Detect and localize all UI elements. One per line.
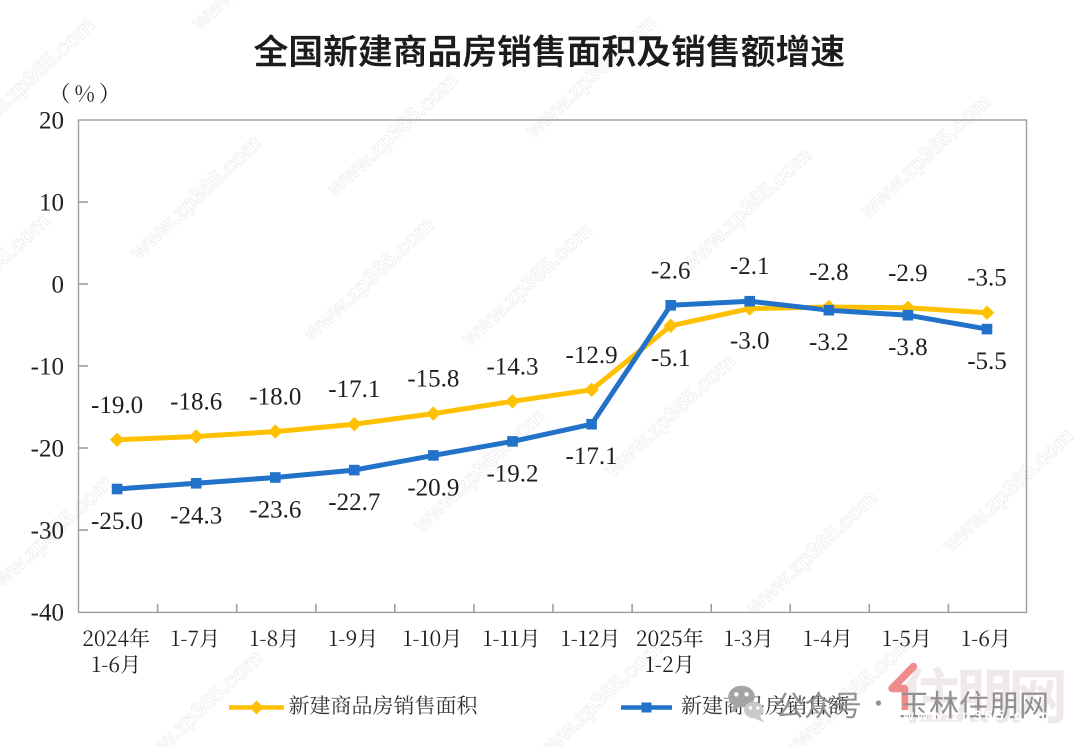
svg-text:0: 0 bbox=[52, 272, 65, 299]
svg-text:-2.8: -2.8 bbox=[809, 259, 849, 286]
svg-text:www.zp365.com: www.zp365.com bbox=[0, 208, 54, 342]
svg-text:-22.7: -22.7 bbox=[328, 489, 380, 516]
svg-text:www.zp365.com: www.zp365.com bbox=[520, 9, 661, 143]
svg-text:-2.6: -2.6 bbox=[651, 257, 691, 284]
svg-text:-3.2: -3.2 bbox=[809, 329, 849, 356]
svg-text:20: 20 bbox=[39, 108, 64, 135]
svg-text:www.zp365.com: www.zp365.com bbox=[126, 645, 267, 747]
svg-text:www.zp365.com: www.zp365.com bbox=[456, 217, 597, 351]
svg-text:www.zp365.com: www.zp365.com bbox=[741, 485, 882, 619]
svg-text:www.zp365.com: www.zp365.com bbox=[125, 130, 266, 264]
svg-text:-14.3: -14.3 bbox=[486, 353, 538, 380]
svg-text:10: 10 bbox=[39, 190, 64, 217]
svg-text:-3.8: -3.8 bbox=[888, 334, 928, 361]
svg-text:-20.9: -20.9 bbox=[407, 474, 459, 501]
svg-text:-23.6: -23.6 bbox=[249, 497, 301, 524]
svg-text:www.zp365.com: www.zp365.com bbox=[322, 67, 463, 201]
svg-text:-3.5: -3.5 bbox=[967, 265, 1007, 292]
svg-text:www.zp365.com: www.zp365.com bbox=[854, 89, 995, 223]
svg-text:www.zp365.com: www.zp365.com bbox=[937, 423, 1078, 557]
svg-text:-12.9: -12.9 bbox=[566, 342, 618, 369]
svg-text:-3.0: -3.0 bbox=[730, 328, 770, 355]
svg-text:-18.0: -18.0 bbox=[249, 384, 301, 411]
svg-text:-17.1: -17.1 bbox=[328, 376, 380, 403]
svg-text:-19.0: -19.0 bbox=[91, 392, 143, 419]
svg-text:-20: -20 bbox=[31, 436, 64, 463]
svg-text:-15.8: -15.8 bbox=[407, 366, 459, 393]
svg-text:www.zp365.com: www.zp365.com bbox=[526, 635, 667, 747]
svg-text:www.zp365.com: www.zp365.com bbox=[298, 212, 439, 346]
svg-text:-5.5: -5.5 bbox=[967, 348, 1007, 375]
svg-text:-5.1: -5.1 bbox=[651, 345, 691, 372]
svg-text:-24.3: -24.3 bbox=[170, 502, 222, 529]
svg-text:-25.0: -25.0 bbox=[91, 508, 143, 535]
svg-text:-40: -40 bbox=[31, 600, 64, 627]
svg-text:www.zp365.com: www.zp365.com bbox=[902, 707, 1052, 723]
svg-text:-30: -30 bbox=[31, 518, 64, 545]
svg-text:www.zp365.com: www.zp365.com bbox=[186, 0, 327, 35]
svg-text:-19.2: -19.2 bbox=[486, 460, 538, 487]
svg-text:-18.6: -18.6 bbox=[170, 389, 222, 416]
svg-text:-17.1: -17.1 bbox=[566, 443, 618, 470]
svg-text:-10: -10 bbox=[31, 354, 64, 381]
svg-text:-2.9: -2.9 bbox=[888, 260, 928, 287]
svg-text:-2.1: -2.1 bbox=[730, 253, 770, 280]
